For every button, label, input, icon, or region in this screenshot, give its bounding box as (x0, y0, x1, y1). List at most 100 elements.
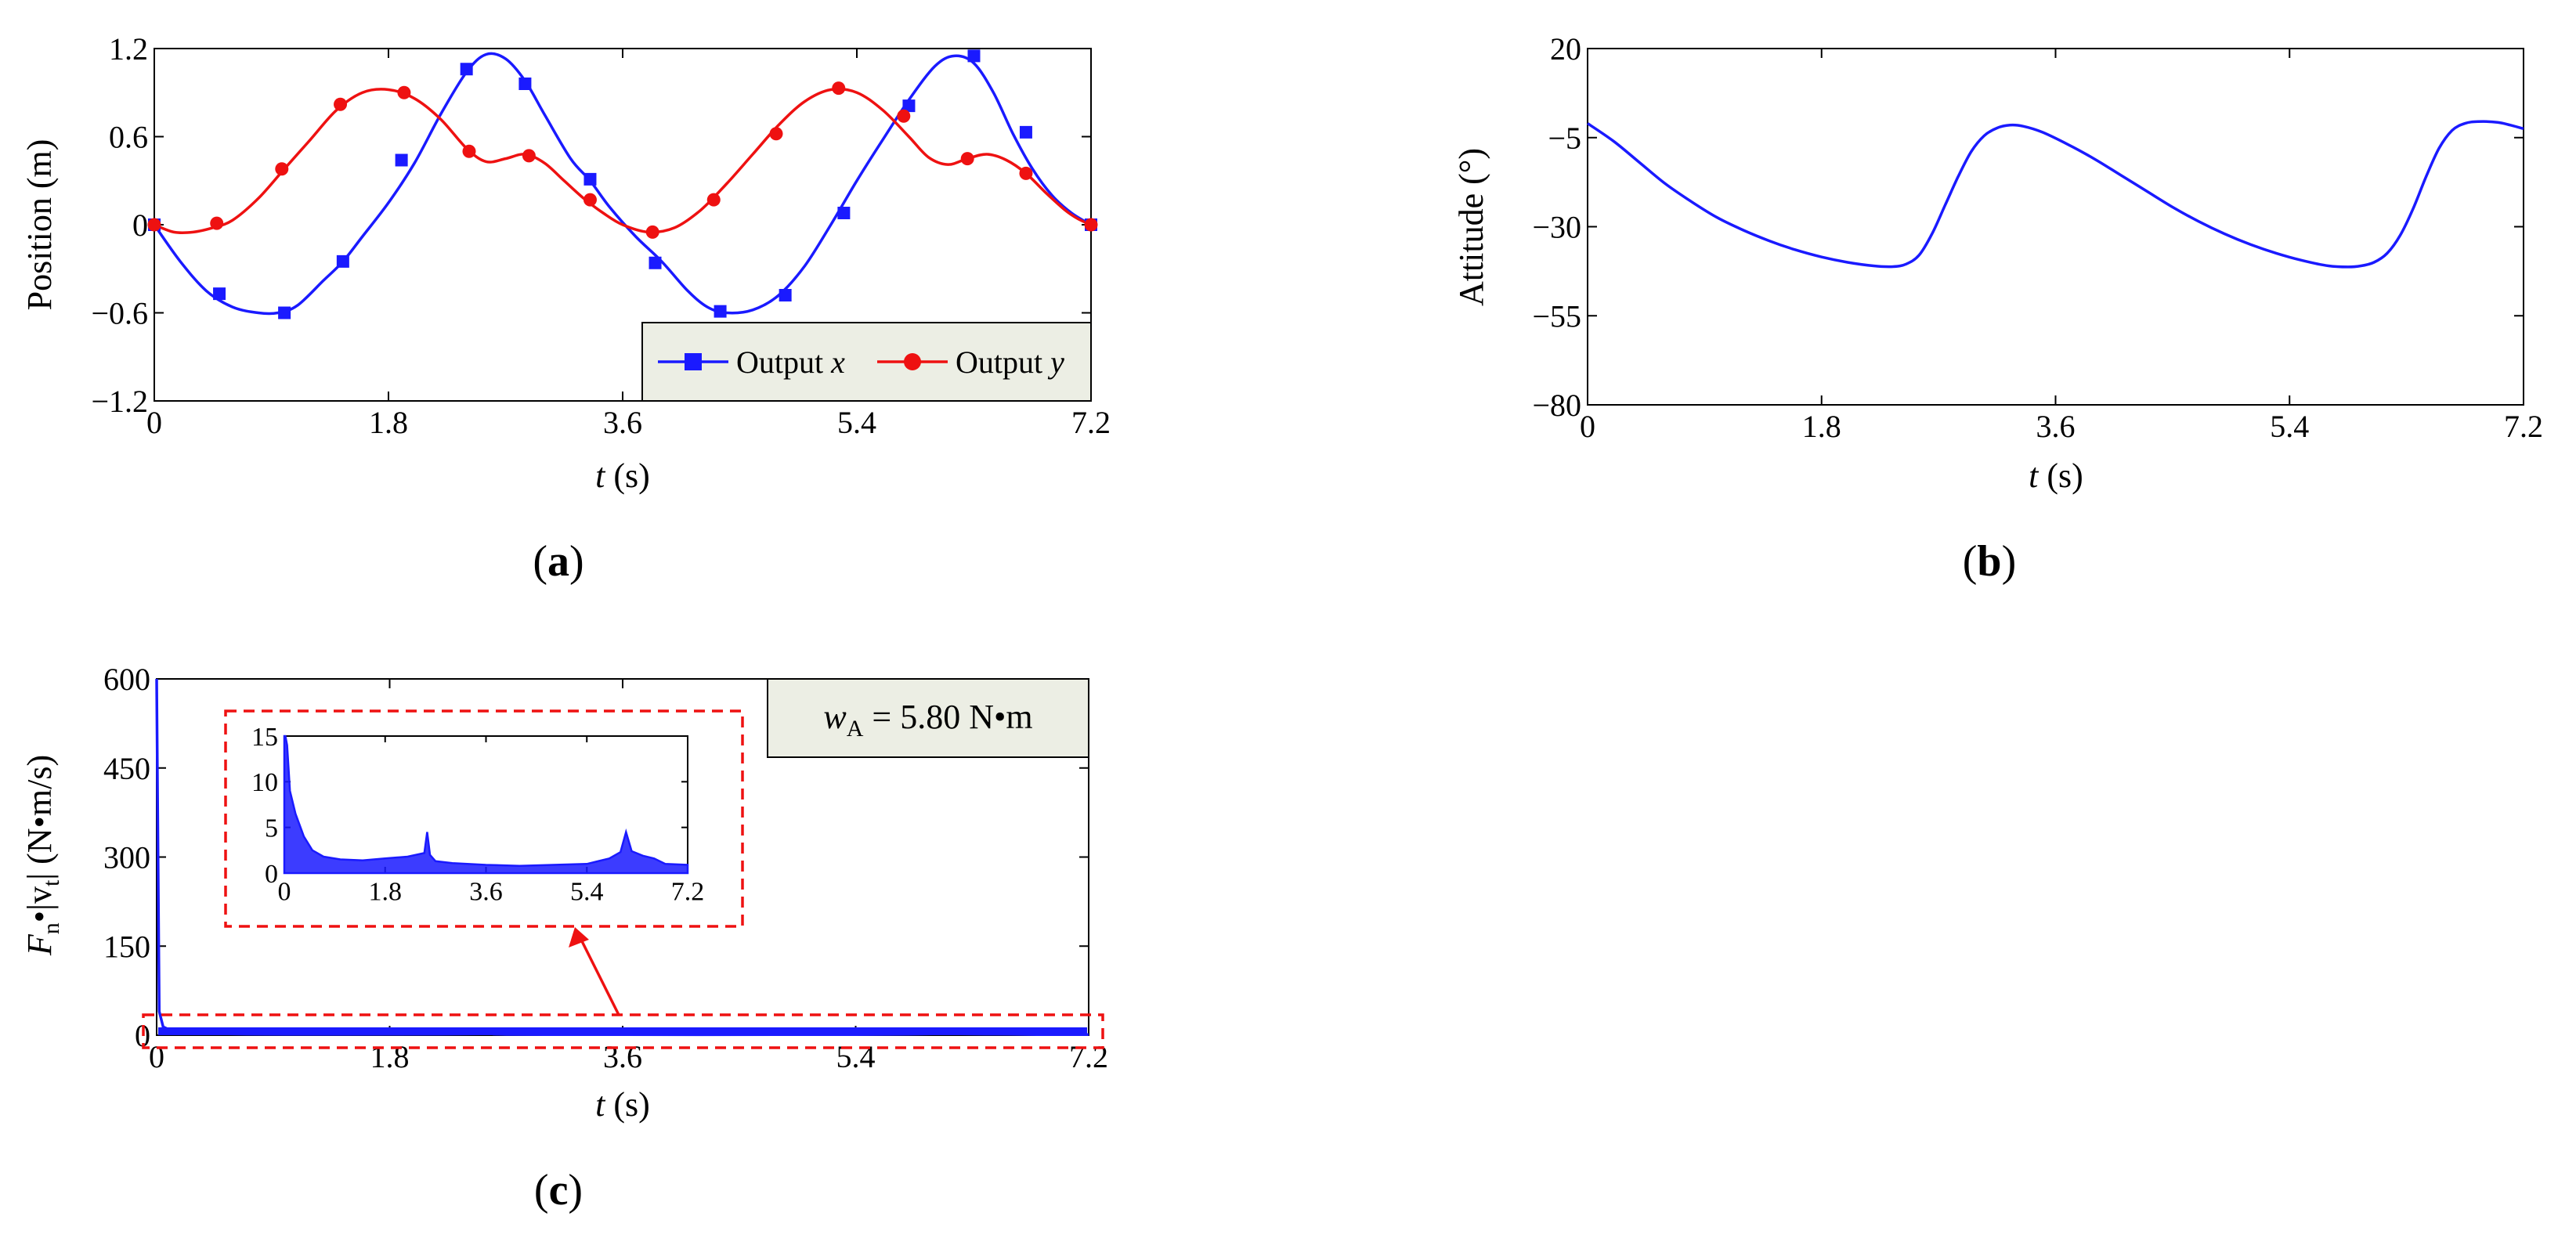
panel-c-inset-xtick-label: 5.4 (570, 878, 604, 907)
panel-a-marker-x (518, 78, 532, 90)
panel-a-xtick-label: 5.4 (837, 405, 876, 440)
panel-a-marker-y (334, 97, 348, 111)
panel-a-xlabel: t (s) (595, 457, 650, 495)
panel-c-inset-ytick-label: 0 (265, 860, 278, 889)
panel-a-marker-x (714, 305, 727, 318)
panel-b: 0 1.8 3.6 5.4 7.220−5−30−55−80 Attitude (°) … (1452, 31, 2543, 586)
panel-a-marker-y (210, 216, 224, 230)
panel-c-xtick-label: 1.8 (370, 1039, 410, 1074)
panel-a-series-y-line (154, 87, 1092, 235)
panel-b-xtick-label: 5.4 (2270, 409, 2309, 444)
panel-a-legend: Output x Output y (641, 322, 1092, 402)
panel-b-ylabel: Attitude (°) (1452, 148, 1490, 306)
panel-a-marker-x (779, 289, 792, 301)
panel-a-marker-x (967, 49, 981, 63)
panel-a-caption: (a) (533, 537, 583, 586)
panel-a-ytick-label: 0.6 (109, 120, 148, 155)
panel-b-ytick-label: −55 (1532, 298, 1581, 334)
panel-a: 0 1.8 3.6 5.4 7.2 1.2 0.6 0 −0.6 −1.2 Position (m… (20, 31, 1111, 586)
panel-a-marker-y (645, 225, 659, 239)
panel-a-ticks: 0 1.8 3.6 5.4 7.2 1.2 0.6 0 −0.6 −1.2 (91, 31, 1111, 440)
panel-a-ytick-label: 1.2 (109, 31, 148, 67)
panel-c-inset-ytick-label: 5 (265, 814, 278, 843)
panel-a-xtick-label: 1.8 (369, 405, 408, 440)
panel-b-xlabel: t (s) (2029, 457, 2083, 495)
panel-c-arrow-head (569, 927, 589, 947)
panel-c-annotation-box (767, 678, 1089, 758)
panel-a-marker-y (1084, 218, 1098, 232)
panel-a-marker-y (960, 152, 974, 166)
panel-a-marker-x (460, 63, 473, 76)
panel-c-ytick-label: 600 (103, 662, 150, 697)
panel-a-marker-x (1019, 125, 1032, 139)
panel-a-markers (147, 49, 1098, 319)
panel-a-marker-y (706, 193, 721, 207)
panel-a-marker-y (1019, 166, 1033, 180)
panel-c-xtick-label: 7.2 (1069, 1039, 1108, 1074)
panel-c-highlight-box (142, 1013, 1104, 1049)
panel-a-marker-y (462, 144, 476, 158)
panel-c-inset-series-line (283, 734, 689, 875)
panel-a-legend-y-marker (904, 353, 921, 370)
panel-c-xtick-label: 0 (149, 1039, 164, 1074)
panel-c-ylabel: Fn•|vt| (N•m/s) (20, 755, 64, 956)
panel-a-marker-x (213, 287, 226, 301)
panel-b-ytick-label: −5 (1548, 121, 1581, 156)
panel-b-ticks: 0 1.8 3.6 5.4 7.2 20 −5 −30 −55 −80 (1532, 31, 2543, 444)
panel-b-xtick-label: 1.8 (1802, 409, 1841, 444)
panel-a-legend-y-label: Output y (956, 345, 1064, 380)
panel-a-series-x-line (153, 52, 1092, 316)
panel-b-xtick-label: 3.6 (2036, 409, 2076, 444)
panel-a-marker-y (583, 193, 597, 207)
panel-a-ytick-label: 0 (132, 208, 148, 243)
panel-b-xtick-label: 0 (1580, 409, 1595, 444)
panel-a-xlabel-var: t (595, 457, 606, 495)
panel-a-ytick-label: −0.6 (91, 296, 148, 331)
panel-a-marker-x (649, 256, 662, 269)
panel-a-legend-x-label: Output x (736, 345, 845, 380)
panel-c-ytick-label: 450 (103, 751, 150, 786)
panel-a-marker-y (275, 162, 289, 176)
panel-c-inset-xtick-label: 0 (278, 878, 291, 907)
panel-c-ytick-label: 150 (103, 929, 150, 964)
panel-c-annotation: wA = 5.80 N•m (823, 698, 1032, 742)
panel-a-xtick-label: 7.2 (1071, 405, 1111, 440)
panel-c-inset-ytick-label: 15 (251, 723, 278, 752)
panel-c-xtick-label: 3.6 (603, 1039, 642, 1074)
panel-c-arrow-line (580, 939, 620, 1016)
panel-c-ytick-label: 300 (103, 840, 150, 875)
panel-a-xlabel-unit: (s) (613, 457, 649, 495)
panel-a-marker-y (897, 109, 911, 123)
panel-c-inset: 0 1.8 3.6 5.4 7.2 15 10 5 0 (251, 723, 704, 907)
panel-a-ytick-label: −1.2 (91, 384, 148, 419)
panel-c-xlabel: t (s) (595, 1085, 650, 1124)
panel-a-xtick-label: 3.6 (603, 405, 642, 440)
panel-b-plot-frame (1587, 48, 2524, 406)
panel-a-marker-y (522, 149, 536, 163)
panel-a-legend-x-marker (685, 353, 702, 370)
panel-b-ytick-label: −80 (1532, 388, 1581, 423)
panel-b-caption: (b) (1963, 537, 2016, 586)
panel-a-xtick-label: 0 (146, 405, 162, 440)
panel-b-ytick-label: −30 (1532, 210, 1581, 245)
panel-c-inset-ytick-label: 10 (251, 768, 278, 797)
panel-c-inset-xtick-label: 1.8 (369, 878, 403, 907)
panel-c-inset-xtick-label: 7.2 (671, 878, 705, 907)
panel-a-marker-x (837, 207, 851, 219)
panel-a-ylabel: Position (m) (20, 139, 59, 311)
panel-c-xtick-label: 5.4 (836, 1039, 876, 1074)
panel-a-marker-x (902, 99, 916, 113)
panel-c-caption: (c) (534, 1166, 583, 1215)
panel-c-inset-box (224, 709, 744, 928)
panel-a-marker-y (769, 127, 783, 141)
panel-b-series-line (1587, 120, 2524, 269)
panel-a-marker-x (336, 254, 349, 268)
panel-a-marker-y (832, 81, 846, 96)
panel-a-marker-y (147, 218, 161, 232)
panel-c-inset-xtick-label: 3.6 (469, 878, 503, 907)
panel-b-xtick-label: 7.2 (2504, 409, 2543, 444)
panel-a-marker-y (397, 85, 411, 99)
